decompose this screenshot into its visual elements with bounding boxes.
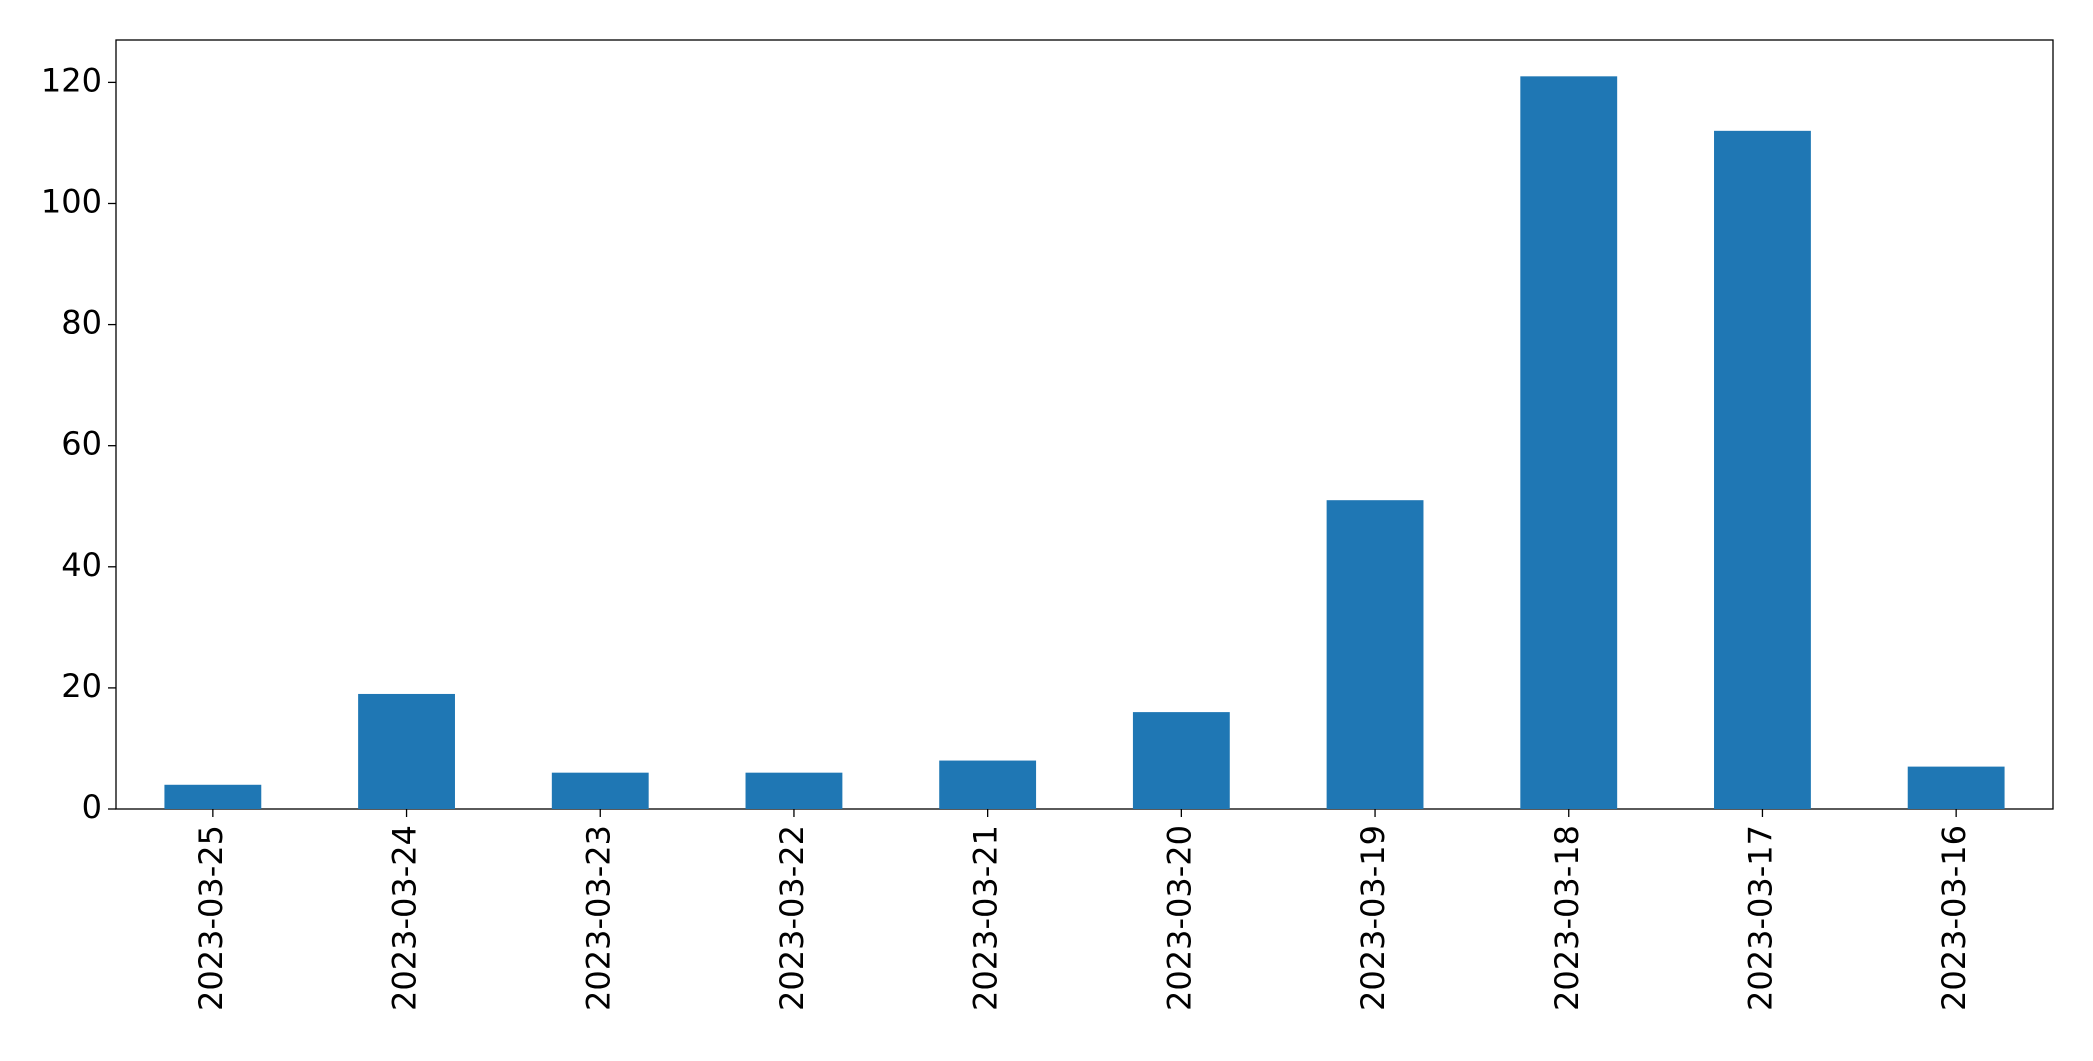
bar [1714,130,1811,809]
x-tick-label: 2023-03-24 [386,825,424,1011]
bar [939,760,1037,809]
x-tick-label: 2023-03-21 [967,825,1005,1011]
bar [1326,500,1424,809]
y-tick-label: 80 [61,304,102,342]
x-tick-label: 2023-03-19 [1354,825,1392,1011]
x-tick-label: 2023-03-22 [773,825,811,1011]
x-tick-label: 2023-03-20 [1160,825,1198,1011]
y-tick-label: 120 [41,61,102,99]
bar [745,772,843,809]
x-tick-label: 2023-03-25 [192,825,230,1011]
y-tick-label: 60 [61,425,102,463]
y-tick-label: 40 [61,546,102,584]
bar [1907,766,2005,809]
bar [358,693,455,809]
y-tick-label: 20 [61,667,102,705]
bar [551,772,649,809]
bar [164,784,262,809]
x-tick-label: 2023-03-17 [1741,825,1779,1011]
bar [1132,712,1230,809]
plot-frame [115,39,2054,810]
x-tick-label: 2023-03-18 [1548,825,1586,1011]
x-tick-label: 2023-03-16 [1935,825,1973,1011]
bar [1520,76,1618,810]
y-tick-label: 0 [82,788,102,826]
y-tick-label: 100 [41,182,102,220]
x-tick-label: 2023-03-23 [579,825,617,1011]
